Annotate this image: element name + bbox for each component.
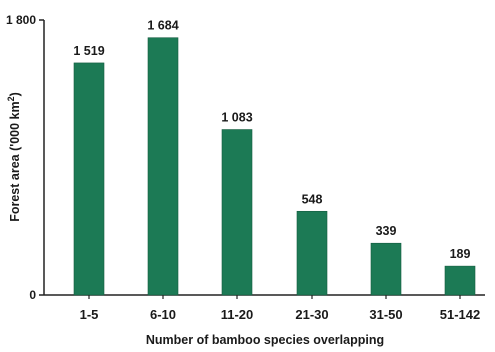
data-label: 548 xyxy=(302,192,323,206)
data-label: 1 083 xyxy=(221,111,252,125)
data-label: 189 xyxy=(450,247,471,261)
x-tick-label: 6-10 xyxy=(150,307,176,322)
x-tick-label: 11-20 xyxy=(221,307,254,322)
bar xyxy=(147,37,179,296)
bar xyxy=(73,62,105,296)
x-tick-label: 51-142 xyxy=(440,307,480,322)
y-tick-label: 0 xyxy=(29,288,36,302)
x-tick-label: 21-30 xyxy=(295,307,328,322)
y-axis-title-superscript: 2 xyxy=(6,96,16,101)
y-axis-title-close: ) xyxy=(8,92,22,96)
y-axis-title-main: Forest area ('000 km xyxy=(8,101,22,221)
y-ticks: 0 1 800 xyxy=(6,13,44,302)
bar xyxy=(370,242,402,296)
data-label: 339 xyxy=(376,224,397,238)
x-axis-title: Number of bamboo species overlapping xyxy=(146,333,384,347)
bar xyxy=(296,210,328,296)
bar xyxy=(444,265,476,296)
x-tick-label: 31-50 xyxy=(369,307,402,322)
y-tick-label: 1 800 xyxy=(6,13,36,27)
y-axis-title: Forest area ('000 km2) xyxy=(6,92,22,222)
bar xyxy=(221,129,253,296)
category-labels: 1-5 6-10 11-20 21-30 31-50 51-142 xyxy=(80,295,480,322)
x-tick-label: 1-5 xyxy=(80,307,99,322)
data-label: 1 519 xyxy=(73,44,104,58)
data-labels: 1 519 1 684 1 083 548 339 189 xyxy=(73,19,470,261)
data-label: 1 684 xyxy=(147,19,178,33)
bars xyxy=(73,37,476,296)
